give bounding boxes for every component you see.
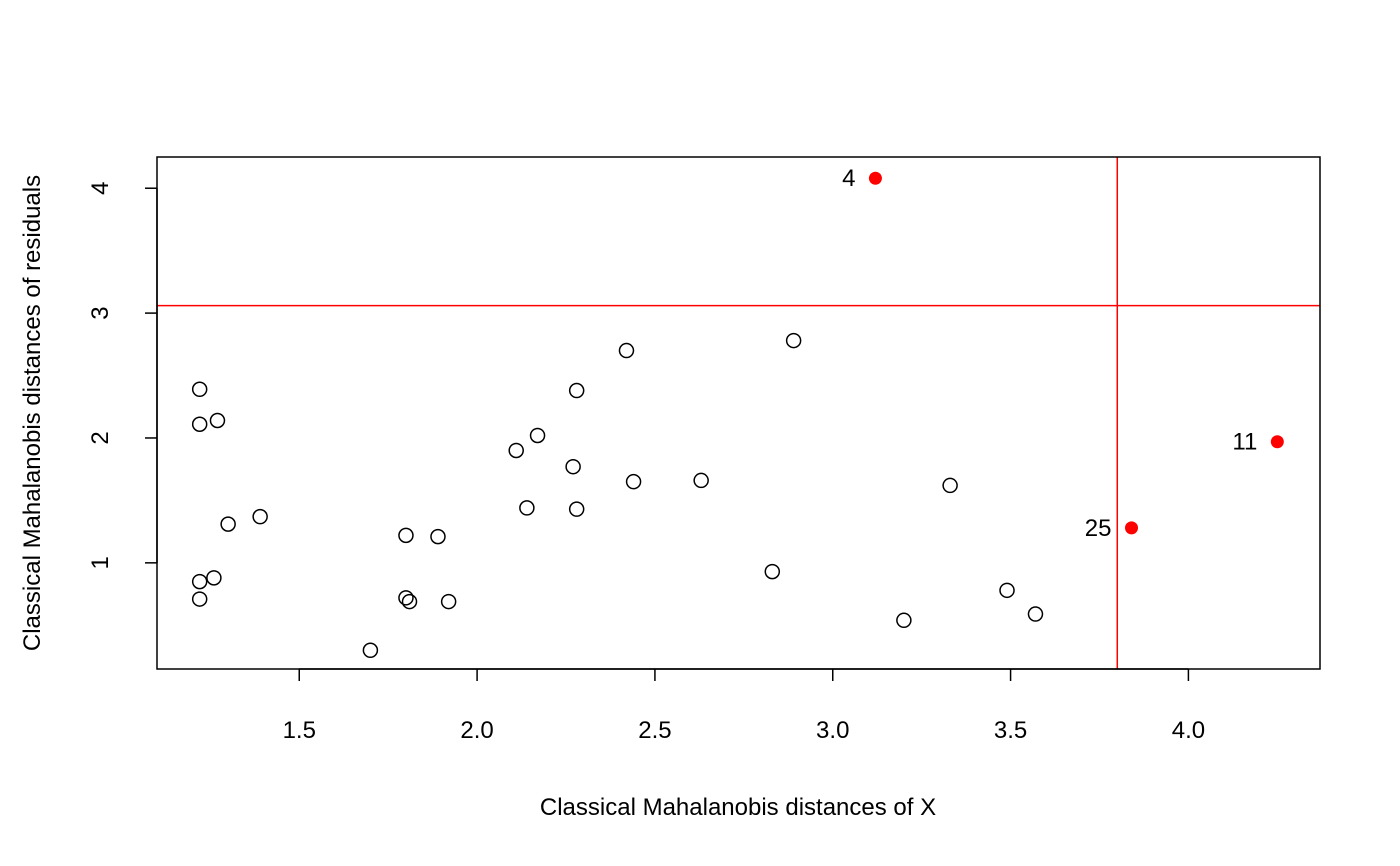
outlier-point <box>868 171 882 185</box>
data-point <box>999 582 1015 599</box>
data-point <box>220 516 236 532</box>
outlier-label: 4 <box>842 165 855 192</box>
data-point <box>568 501 585 517</box>
data-point <box>206 570 222 586</box>
x-tick-label: 1.5 <box>283 717 316 744</box>
y-axis-label: Classical Mahalanobis distances of resid… <box>19 175 46 651</box>
data-point <box>529 427 546 444</box>
y-tick-label: 2 <box>87 431 114 444</box>
x-axis: 1.5 2.0 2.5 3.0 3.5 4.0 <box>283 668 1205 744</box>
data-point <box>362 642 379 659</box>
outlier-label: 11 <box>1232 429 1257 456</box>
data-point <box>693 472 709 489</box>
outlier-label: 25 <box>1085 515 1112 542</box>
y-tick-label: 4 <box>87 182 114 195</box>
data-point <box>430 528 446 545</box>
x-tick-label: 2.0 <box>460 717 493 744</box>
x-tick-label: 4.0 <box>1172 717 1205 744</box>
data-point <box>896 612 912 629</box>
data-point <box>785 332 802 349</box>
data-point <box>618 342 635 359</box>
data-point <box>1027 606 1044 622</box>
data-point <box>565 458 581 475</box>
data-point <box>252 508 268 525</box>
y-axis: 1 2 3 4 <box>87 182 158 570</box>
x-tick-label: 3.0 <box>816 717 849 744</box>
data-point <box>191 573 208 590</box>
data-point <box>401 593 418 610</box>
data-point <box>764 563 781 580</box>
data-point <box>942 477 958 494</box>
data-point <box>568 382 585 399</box>
data-point <box>191 381 208 398</box>
y-tick-label: 3 <box>87 306 114 319</box>
data-point <box>519 500 535 516</box>
data-point <box>625 473 642 490</box>
data-point <box>191 416 208 432</box>
data-point <box>191 591 208 607</box>
outlier-point <box>1125 521 1139 535</box>
data-point <box>440 593 457 610</box>
data-point <box>508 442 524 459</box>
data-point <box>398 590 414 606</box>
x-tick-label: 3.5 <box>994 717 1027 744</box>
data-point <box>398 527 414 544</box>
data-point <box>209 412 226 429</box>
outlier-point <box>1270 435 1284 449</box>
x-axis-label: Classical Mahalanobis distances of X <box>540 794 936 821</box>
x-tick-label: 2.5 <box>638 717 671 744</box>
plot-marks: 4 11 25 <box>157 157 1320 669</box>
y-tick-label: 1 <box>87 556 114 569</box>
plot-frame <box>156 156 1321 670</box>
